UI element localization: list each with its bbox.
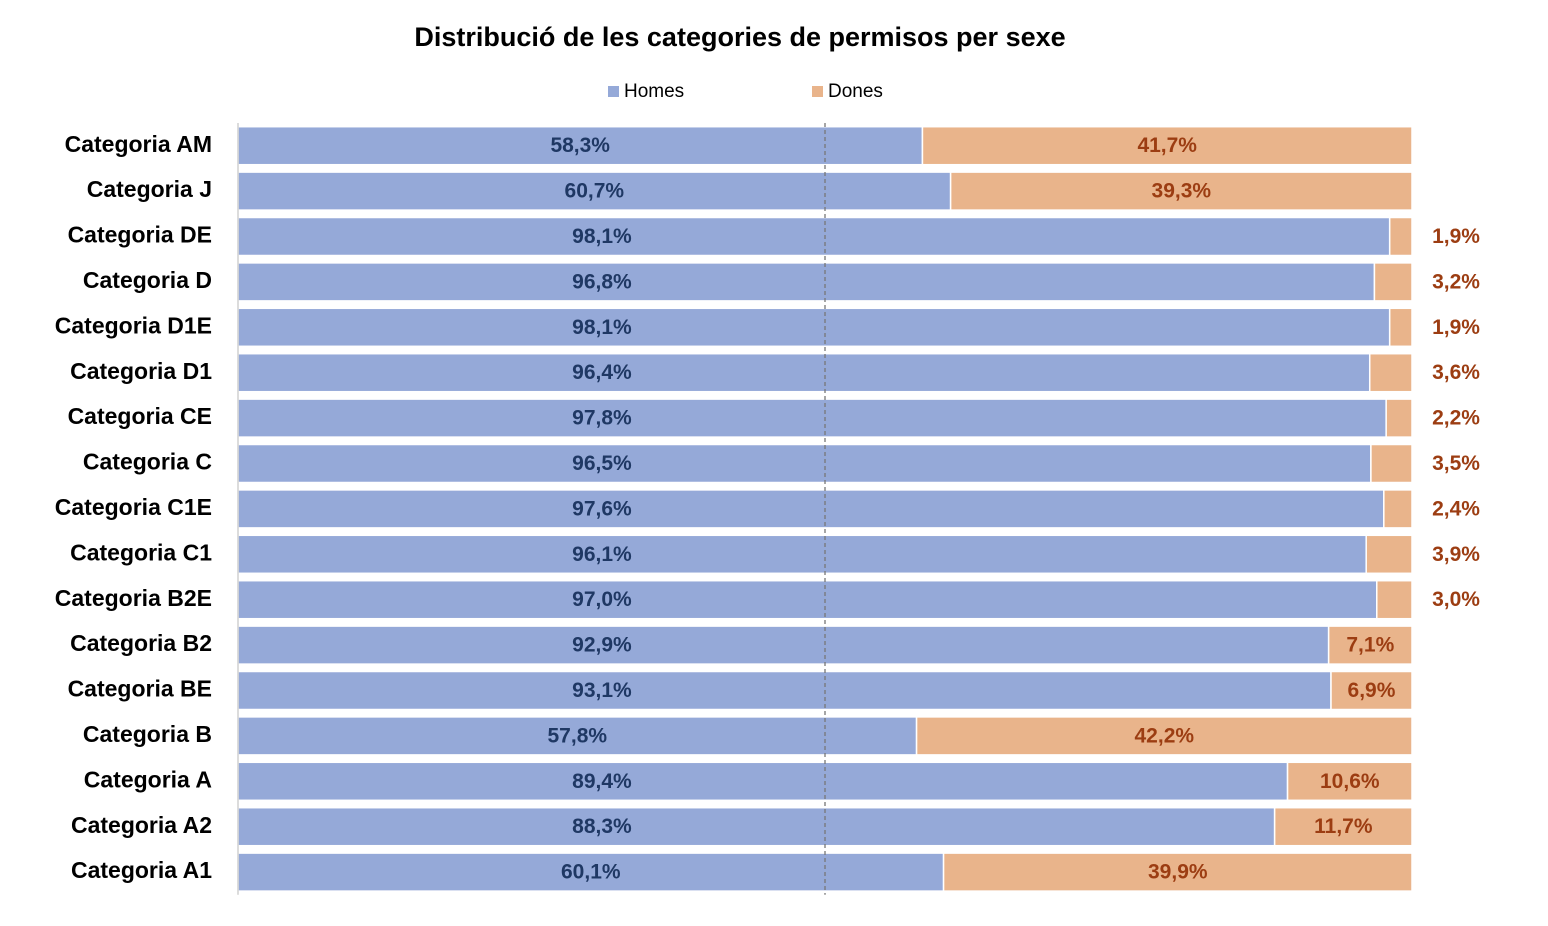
data-label: 3,6% [1432, 361, 1480, 384]
bar-segment [1327, 625, 1413, 665]
legend-label: Homes [624, 81, 684, 102]
bar-segment [237, 716, 918, 756]
bar-segment [237, 307, 1391, 348]
y-tick-label: Categoria CE [68, 403, 212, 429]
bar-segment [1286, 761, 1413, 802]
data-label: 60,1% [561, 861, 621, 884]
data-label: 42,2% [1135, 724, 1195, 747]
data-label: 10,6% [1320, 770, 1380, 793]
data-label: 97,0% [572, 588, 632, 611]
bar-segment [1383, 489, 1413, 529]
data-label: 2,2% [1432, 407, 1480, 430]
data-label: 39,3% [1152, 180, 1212, 203]
bar-segment [1376, 579, 1413, 620]
bar-segment [237, 579, 1378, 620]
legend-swatch [608, 86, 619, 97]
data-label: 96,8% [572, 270, 632, 293]
data-label: 97,8% [572, 407, 632, 430]
y-tick-label: Categoria B2E [55, 585, 212, 611]
bar-segment [949, 171, 1413, 211]
y-tick-label: Categoria A1 [71, 857, 212, 883]
bar-segment [237, 352, 1371, 393]
y-tick-label: Categoria C1 [70, 539, 212, 565]
y-tick-label: Categoria BE [68, 676, 212, 702]
data-label: 98,1% [572, 225, 632, 248]
bar-segment [1385, 398, 1413, 438]
data-label: 41,7% [1137, 134, 1197, 157]
bar-segment [942, 852, 1413, 892]
bar-segment [1365, 534, 1413, 575]
data-label: 57,8% [548, 724, 608, 747]
bar-segment [237, 489, 1385, 529]
y-tick-label: Categoria D1 [70, 358, 212, 384]
bar-segment [237, 125, 924, 166]
data-label: 89,4% [572, 770, 632, 793]
bar-segment [1273, 806, 1413, 847]
bar-segment [1370, 443, 1413, 484]
data-label: 93,1% [572, 679, 632, 702]
y-tick-label: Categoria C [83, 449, 212, 475]
data-label: 2,4% [1432, 497, 1480, 520]
data-label: 6,9% [1348, 679, 1396, 702]
bar-segment [1373, 262, 1413, 302]
bar-segment [237, 670, 1332, 711]
data-label: 98,1% [572, 316, 632, 339]
y-tick-label: Categoria DE [68, 222, 212, 248]
data-label: 3,2% [1432, 270, 1480, 293]
bar-segment [1330, 670, 1413, 711]
data-label: 58,3% [550, 134, 610, 157]
data-label: 3,9% [1432, 543, 1480, 566]
legend-swatch [812, 86, 823, 97]
bar-segment [237, 625, 1330, 665]
bar-segment [237, 216, 1391, 257]
y-tick-label: Categoria A2 [71, 812, 212, 838]
data-label: 96,1% [572, 543, 632, 566]
bar-segment [237, 443, 1372, 484]
y-tick-label: Categoria B [83, 721, 212, 747]
data-label: 97,6% [572, 497, 632, 520]
data-label: 1,9% [1432, 316, 1480, 339]
chart-title: Distribució de les categories de permiso… [414, 22, 1065, 52]
data-label: 3,5% [1432, 452, 1480, 475]
y-tick-label: Categoria D [83, 267, 212, 293]
y-tick-label: Categoria AM [65, 131, 212, 157]
data-label: 3,0% [1432, 588, 1480, 611]
data-label: 7,1% [1346, 634, 1394, 657]
bar-segment [237, 761, 1289, 802]
data-label: 88,3% [572, 815, 632, 838]
bar-segment [237, 806, 1276, 847]
y-tick-label: Categoria D1E [55, 312, 212, 338]
data-label: 96,4% [572, 361, 632, 384]
bar-segment [237, 171, 952, 211]
data-label: 60,7% [565, 180, 625, 203]
data-label: 39,9% [1148, 861, 1208, 884]
bar-segment [1368, 352, 1413, 393]
data-label: 96,5% [572, 452, 632, 475]
bar-segment [237, 534, 1367, 575]
bar-segment [1388, 216, 1413, 257]
bar-segment [237, 398, 1387, 438]
y-tick-label: Categoria J [87, 176, 212, 202]
data-label: 11,7% [1314, 815, 1373, 838]
data-label: 92,9% [572, 634, 632, 657]
y-tick-label: Categoria B2 [70, 630, 212, 656]
bar-segment [915, 716, 1413, 756]
legend-label: Dones [828, 81, 883, 102]
data-label: 1,9% [1432, 225, 1480, 248]
bar-segment [237, 262, 1376, 302]
y-tick-label: Categoria C1E [55, 494, 212, 520]
bar-segment [1388, 307, 1413, 348]
y-tick-label: Categoria A [84, 766, 212, 792]
bar-segment [921, 125, 1413, 166]
